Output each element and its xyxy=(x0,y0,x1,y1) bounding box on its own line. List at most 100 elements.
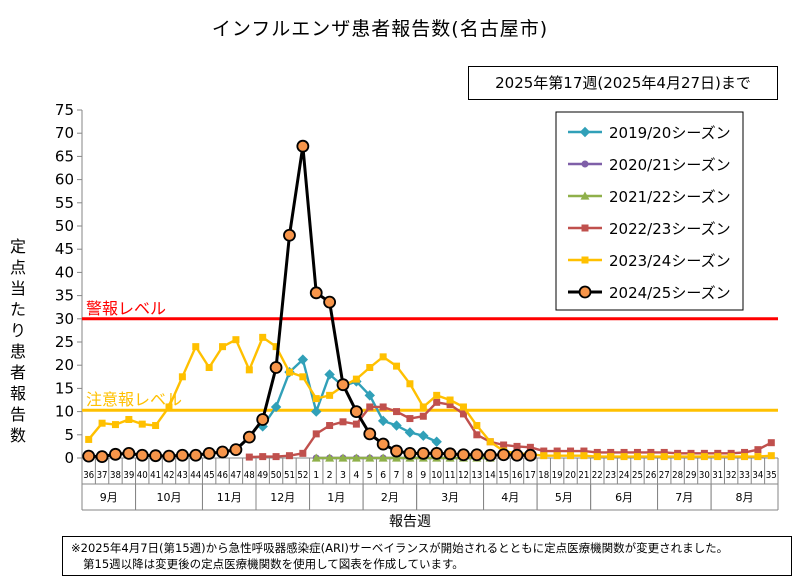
x-tick-label: 41 xyxy=(150,470,161,481)
data-point xyxy=(581,224,589,232)
data-point xyxy=(754,446,762,454)
data-point xyxy=(376,437,390,451)
y-tick-label: 20 xyxy=(55,356,74,374)
data-point xyxy=(404,427,416,438)
x-tick-label: 18 xyxy=(538,470,549,481)
y-axis-label-char: た xyxy=(9,300,26,319)
data-point xyxy=(580,191,590,200)
x-tick-label: 3 xyxy=(340,470,346,481)
x-tick-label: 36 xyxy=(83,470,94,481)
data-point xyxy=(431,436,442,447)
series-5 xyxy=(82,139,537,464)
data-point xyxy=(259,453,267,461)
x-tick-label: 40 xyxy=(137,470,148,481)
y-tick-label: 75 xyxy=(55,101,74,119)
data-point xyxy=(351,453,361,462)
data-point xyxy=(85,435,93,443)
data-point xyxy=(152,422,160,430)
data-point xyxy=(138,420,146,428)
data-point xyxy=(727,453,735,461)
footnote-line-1: ※2025年4月7日(第15週)から急性呼吸器感染症(ARI)サーベイランスが開… xyxy=(71,541,729,555)
x-tick-label: 43 xyxy=(177,470,188,481)
x-tick-label: 33 xyxy=(739,470,750,481)
x-tick-label: 25 xyxy=(632,470,643,481)
x-tick-label: 39 xyxy=(123,470,134,481)
data-point xyxy=(700,453,708,461)
data-point xyxy=(523,448,537,462)
period-box: 2025年第17週(2025年4月27日)まで xyxy=(468,66,778,100)
data-point xyxy=(338,453,348,462)
y-tick-label: 70 xyxy=(55,124,74,142)
data-point xyxy=(229,443,243,457)
series-line xyxy=(87,336,772,458)
data-point xyxy=(741,448,749,456)
data-point xyxy=(433,391,441,399)
month-label: 3月 xyxy=(441,491,459,504)
data-point xyxy=(377,415,389,427)
data-point xyxy=(363,427,377,441)
data-point xyxy=(647,453,655,461)
x-tick-label: 22 xyxy=(592,470,603,481)
y-axis-label-char: 点 xyxy=(9,258,26,277)
data-point xyxy=(324,369,335,380)
y-axis-label: 定点当たり患者報告数 xyxy=(8,236,28,446)
x-tick-label: 19 xyxy=(552,470,563,481)
data-point xyxy=(767,439,775,447)
data-point xyxy=(593,448,601,456)
data-point xyxy=(109,447,122,461)
data-point xyxy=(593,453,601,461)
x-tick-label: 9 xyxy=(420,470,426,481)
data-point xyxy=(95,450,109,464)
data-point xyxy=(513,442,521,450)
data-point xyxy=(390,444,403,458)
data-point xyxy=(326,391,334,399)
data-point xyxy=(283,228,296,242)
series-3 xyxy=(245,398,775,461)
data-point xyxy=(393,408,401,416)
data-point xyxy=(526,443,534,451)
data-point xyxy=(162,449,176,463)
y-axis-label-char: 者 xyxy=(9,363,26,382)
month-label: 7月 xyxy=(675,491,693,504)
data-point xyxy=(497,448,511,462)
month-label: 8月 xyxy=(736,491,754,504)
x-tick-label: 47 xyxy=(230,470,241,481)
data-point xyxy=(122,446,136,460)
data-point xyxy=(202,446,216,460)
data-point xyxy=(125,415,133,423)
data-point xyxy=(483,448,497,462)
x-tick-label: 24 xyxy=(619,470,630,481)
y-tick-label: 10 xyxy=(55,403,74,421)
data-point xyxy=(633,453,641,461)
data-point xyxy=(580,447,588,455)
data-point xyxy=(285,452,293,460)
y-axis-label-char: 数 xyxy=(9,426,26,445)
data-point xyxy=(540,447,548,455)
y-axis-label-char: 患 xyxy=(9,342,26,361)
x-tick-label: 32 xyxy=(726,470,737,481)
chart-title: インフルエンザ患者報告数(名古屋市) xyxy=(211,18,549,40)
data-point xyxy=(443,447,457,461)
data-point xyxy=(459,410,467,418)
data-point xyxy=(269,361,283,374)
x-tick-label: 48 xyxy=(244,470,255,481)
data-point xyxy=(216,445,229,459)
x-tick-label: 44 xyxy=(190,470,201,481)
data-point xyxy=(430,446,444,460)
data-point xyxy=(189,448,203,462)
series-line xyxy=(88,144,531,459)
data-point xyxy=(418,430,429,441)
x-tick-label: 52 xyxy=(297,470,308,481)
data-point xyxy=(660,453,668,461)
data-point xyxy=(366,403,374,411)
data-point xyxy=(299,449,307,457)
data-point xyxy=(406,380,414,388)
data-point xyxy=(98,419,106,427)
threshold-label: 警報レベル xyxy=(86,299,166,318)
data-point xyxy=(379,353,387,361)
data-point xyxy=(406,415,414,423)
data-point xyxy=(540,452,548,460)
x-tick-label: 26 xyxy=(645,470,656,481)
data-point xyxy=(510,448,524,462)
